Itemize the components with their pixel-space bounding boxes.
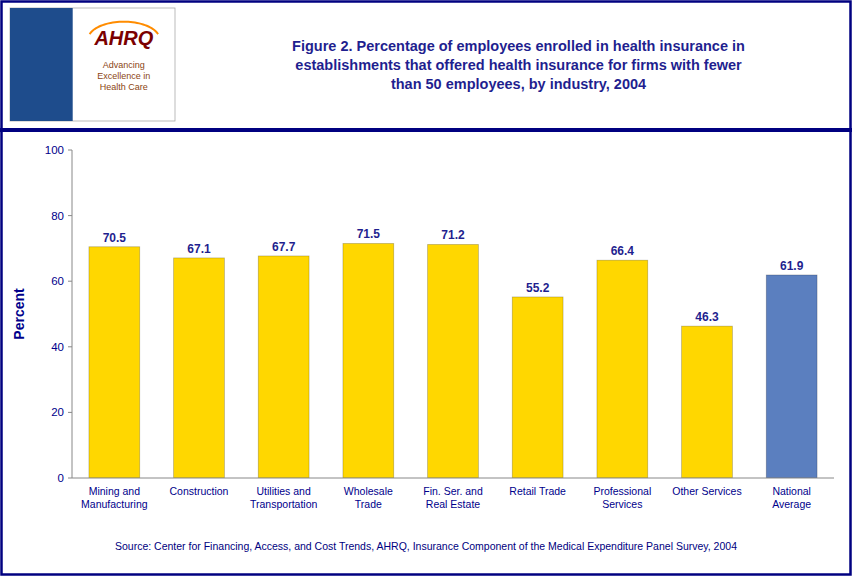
text-line: National (772, 485, 811, 497)
text-line: than 50 employees, by industry, 2004 (391, 76, 646, 92)
bar (174, 258, 225, 478)
text-line: Manufacturing (81, 498, 148, 510)
text-line: Services (602, 498, 642, 510)
data-label: 67.1 (187, 242, 211, 256)
x-tick-label: NationalAverage (772, 485, 811, 510)
data-label: 67.7 (272, 240, 296, 254)
text-line: Figure 2. Percentage of employees enroll… (292, 38, 745, 54)
data-label: 71.2 (441, 228, 465, 242)
y-tick (68, 346, 72, 347)
text-line: Utilities and (257, 485, 311, 497)
logo-subtitle: AdvancingExcellence inHealth Care (97, 60, 150, 92)
bar (597, 260, 648, 478)
bars (89, 243, 817, 478)
x-tick-label: Fin. Ser. andReal Estate (423, 485, 483, 510)
data-label: 70.5 (103, 231, 127, 245)
y-axis-line (72, 150, 73, 478)
text-line: Transportation (250, 498, 317, 510)
text-line: Fin. Ser. and (423, 485, 483, 497)
text-line: Retail Trade (509, 485, 566, 497)
data-label: 71.5 (357, 227, 381, 241)
text-line: Real Estate (426, 498, 480, 510)
x-tick-label: Utilities andTransportation (250, 485, 317, 510)
title: Figure 2. Percentage of employees enroll… (292, 38, 745, 92)
text-line: establishments that offered health insur… (295, 57, 742, 73)
bar (258, 256, 309, 478)
x-tick-label: Mining andManufacturing (81, 485, 148, 510)
source: Source: Center for Financing, Access, an… (115, 540, 737, 552)
x-tick-label: WholesaleTrade (344, 485, 393, 510)
data-label: 66.4 (611, 244, 635, 258)
bar (766, 275, 817, 478)
logo: AHRQ AdvancingExcellence inHealth Care (10, 8, 175, 121)
bar (343, 243, 394, 478)
data-label: 46.3 (695, 310, 719, 324)
bar (89, 247, 140, 478)
text-line: Construction (170, 485, 229, 497)
logo-strip (10, 8, 73, 121)
page-frame (2, 2, 851, 575)
text-line: Wholesale (344, 485, 393, 497)
bar (682, 326, 733, 478)
text-line: Advancing (103, 60, 145, 70)
x-tick-label: ProfessionalServices (593, 485, 651, 510)
text-line: Other Services (672, 485, 741, 497)
y-axis-label: Percent (11, 288, 27, 340)
y-tick-label: 100 (45, 144, 64, 156)
text-line: Trade (355, 498, 382, 510)
y-tick-label: 0 (58, 472, 64, 484)
data-label: 55.2 (526, 281, 550, 295)
x-tick-label: Other Services (672, 485, 741, 497)
y-tick-label: 20 (51, 406, 64, 418)
text-line: Professional (593, 485, 651, 497)
y-tick (68, 150, 72, 151)
logo-arc (90, 22, 158, 34)
bar (428, 244, 479, 478)
x-tick-label: Retail Trade (509, 485, 566, 497)
logo-box (10, 8, 175, 121)
logo-title: AHRQ (93, 27, 153, 49)
chart-root: AHRQ AdvancingExcellence inHealth Care Fig… (0, 0, 852, 576)
y-tick (68, 215, 72, 216)
text-line: Health Care (100, 82, 148, 92)
text-line: Excellence in (97, 71, 150, 81)
x-axis-line (72, 478, 834, 479)
text-line: Mining and (89, 485, 141, 497)
y-tick (68, 281, 72, 282)
text-line: Average (772, 498, 811, 510)
bar (512, 297, 563, 478)
y-tick-label: 80 (51, 210, 64, 222)
x-tick-label: Construction (170, 485, 229, 497)
data-label: 61.9 (780, 259, 804, 273)
y-tick (68, 478, 72, 479)
y-tick-label: 40 (51, 341, 64, 353)
separator (0, 128, 852, 132)
y-tick (68, 412, 72, 413)
y-tick-label: 60 (51, 275, 64, 287)
